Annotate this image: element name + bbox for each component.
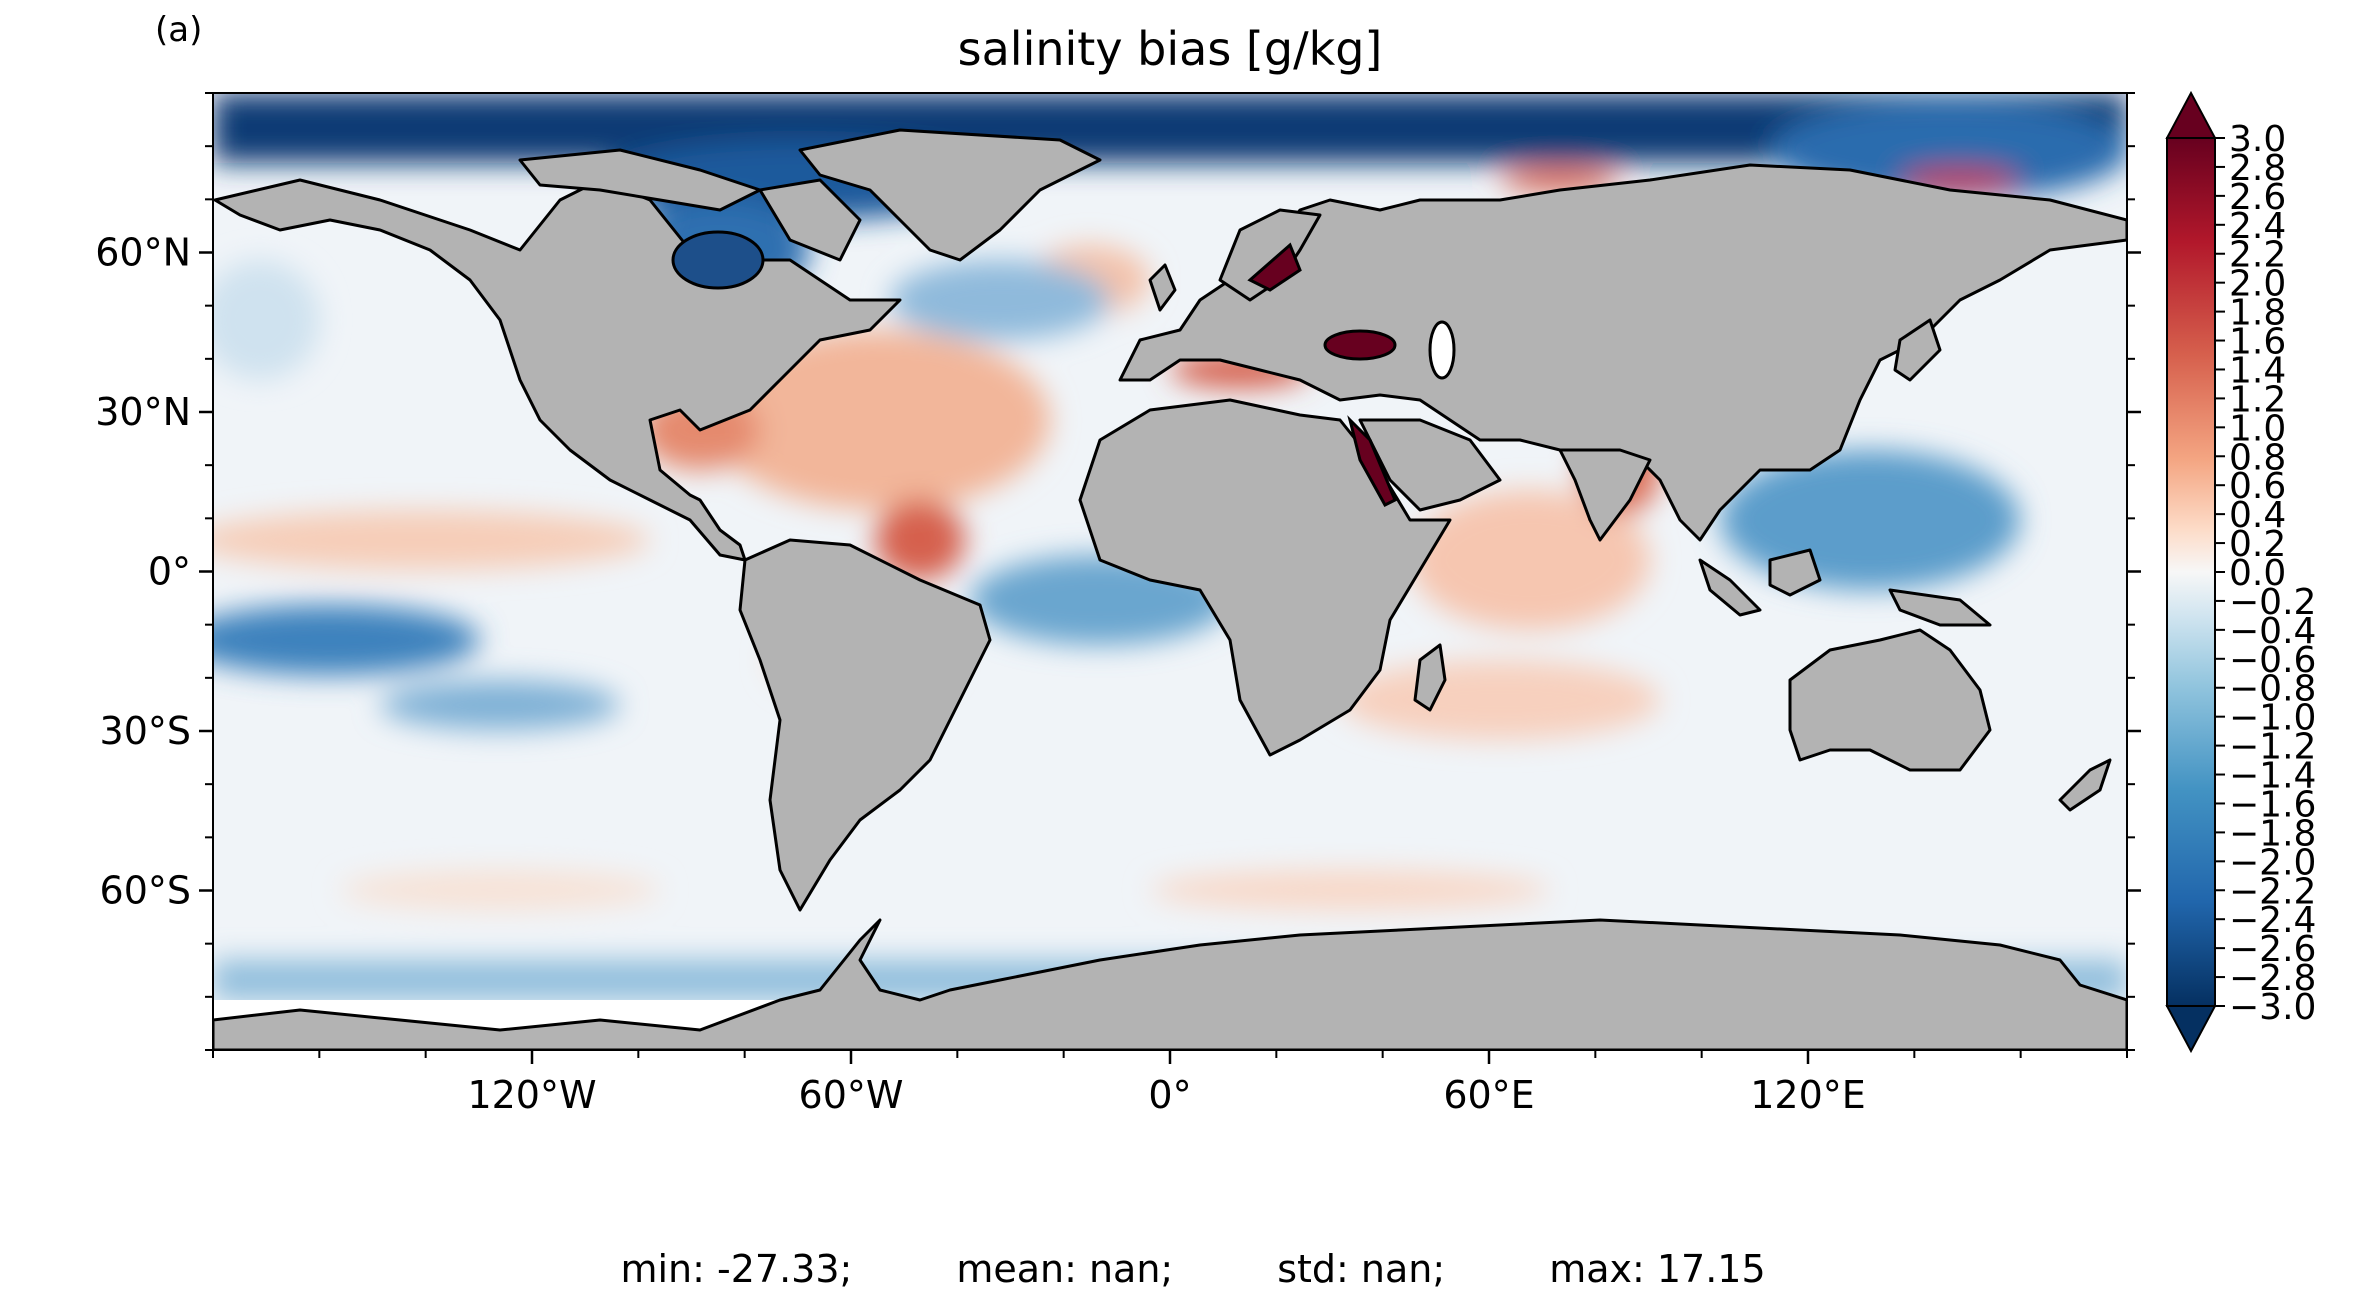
stat-max: max: 17.15 [1549,1247,1766,1291]
land-masses [213,128,2127,1050]
colorbar-tick-label: −2.4 [2229,900,2316,941]
colorbar-tick-label: 0.2 [2229,524,2286,565]
land-japan [1893,318,1942,382]
colorbar-tick-label: −0.8 [2229,669,2316,710]
colorbar-tick-label: −3.0 [2229,987,2316,1028]
colorbar-tick-label: −2.2 [2229,871,2316,912]
salinity-bias-map: 120°W 60°W 0° 60°E 120°E 60°N 30°N 0° 30°S 60°S 3… [95,90,2316,1117]
land-new-zealand [2058,758,2112,812]
land-arabia [1358,418,1502,512]
hudson-bay [671,230,765,290]
lat-tick-label: 0° [148,550,191,594]
colorbar-tick-label: 1.0 [2229,408,2286,449]
colorbar-tick-label: −0.6 [2229,640,2316,681]
colorbar-tick-label: −2.8 [2229,958,2316,999]
marginal-seas [1247,242,1456,507]
lon-tick-label: 60°W [799,1073,904,1117]
lon-tick-label: 120°W [467,1073,596,1117]
colorbar-tick-label: 1.8 [2229,293,2286,334]
colorbar-tick-label: 1.6 [2229,322,2286,363]
colorbar: 3.02.82.62.42.22.01.81.61.41.21.00.80.60… [2165,90,2316,1054]
land-borneo [1768,548,1822,597]
colorbar-tick-label: 1.4 [2229,350,2286,391]
land-sumatra [1698,558,1762,617]
red-sea [1347,415,1397,507]
lat-tick-label: 30°S [100,709,191,753]
colorbar-tick-label: −2.6 [2229,929,2316,970]
land-antarctica [213,918,2127,1050]
colorbar-tick-label: −0.4 [2229,611,2316,652]
colorbar-tick-label: 0.0 [2229,553,2286,594]
colorbar-tick-label: 2.4 [2229,206,2286,247]
caspian-sea [1428,320,1456,380]
colorbar-tick-label: 2.8 [2229,148,2286,189]
stat-mean: mean: nan; [956,1247,1174,1291]
colorbar-tick-label: −1.8 [2229,813,2316,854]
stat-min: min: -27.33; [620,1247,853,1291]
lon-tick-label: 60°E [1443,1073,1534,1117]
colorbar-tick-label: 0.4 [2229,495,2286,536]
land-greenland [798,128,1102,262]
land-india [1558,448,1652,542]
land-canadian-arctic [518,148,762,212]
colorbar-tick-label: −1.6 [2229,784,2316,825]
colorbar-ticks: 3.02.82.62.42.22.01.81.61.41.21.00.80.60… [2215,119,2316,1028]
land-baffin [758,178,862,262]
colorbar-tick-label: −2.0 [2229,842,2316,883]
stat-std: std: nan; [1277,1247,1446,1291]
colorbar-body [2166,137,2216,1007]
colorbar-tick-label: 0.8 [2229,437,2286,478]
land-new-guinea [1888,588,1992,627]
lon-tick-label: 120°E [1750,1073,1866,1117]
land-eurasia [1118,163,2127,542]
lat-tick-label: 30°N [95,390,191,434]
colorbar-tick-label: 1.2 [2229,379,2286,420]
land-britain [1148,263,1177,312]
colorbar-extend-min [2165,1005,2217,1054]
map-title: salinity bias [g/kg] [957,22,1383,76]
colorbar-tick-label: −1.4 [2229,756,2316,797]
colorbar-tick-label: −0.2 [2229,582,2316,623]
colorbar-tick-label: 0.6 [2229,466,2286,507]
baltic-sea [1247,242,1302,292]
land-africa [1078,398,1452,757]
colorbar-tick-label: −1.0 [2229,698,2316,739]
colorbar-tick-label: 2.2 [2229,235,2286,276]
land-madagascar [1413,643,1447,712]
lat-tick-label: 60°S [100,869,191,913]
land-scandinavia [1218,208,1322,302]
colorbar-extend-max [2165,90,2217,139]
lat-tick-label: 60°N [95,231,191,275]
land-australia [1788,628,1992,772]
colorbar-tick-label: −1.2 [2229,727,2316,768]
colorbar-tick-label: 2.6 [2229,177,2286,218]
colorbar-tick-label: 3.0 [2229,119,2286,160]
panel-label: (a) [155,10,203,50]
map-axes: 120°W 60°W 0° 60°E 120°E 60°N 30°N 0° 30°S 60°S [95,92,2141,1117]
black-sea [1323,329,1397,361]
land-south-america [738,538,992,912]
statistics-line: min: -27.33; mean: nan; std: nan; max: 17.1… [0,1203,2362,1291]
lon-tick-label: 0° [1148,1073,1191,1117]
colorbar-tick-label: 2.0 [2229,264,2286,305]
